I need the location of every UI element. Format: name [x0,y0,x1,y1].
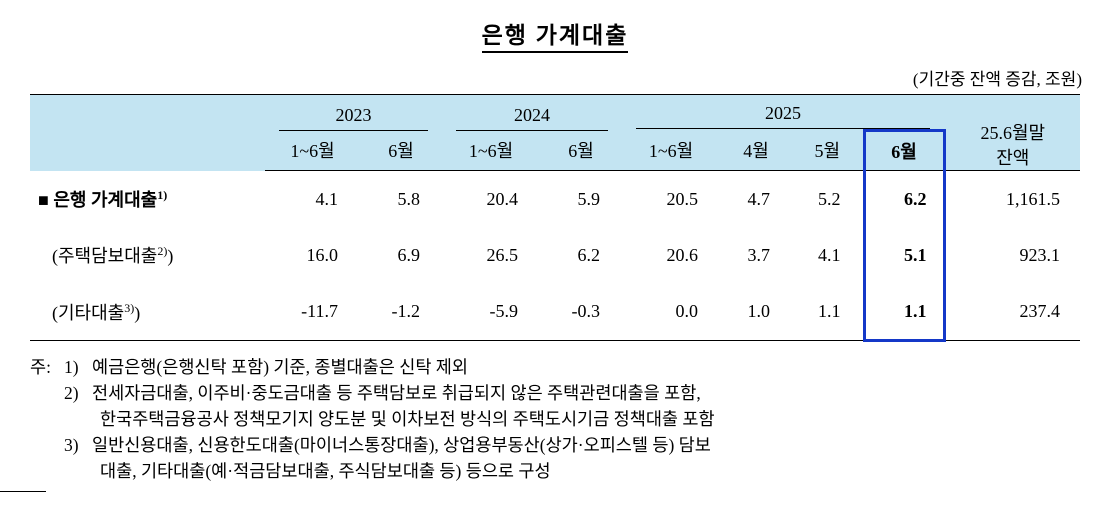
corner-cell [30,94,265,171]
balance-header-line1: 25.6월말 [980,123,1046,144]
month-header: 1~6월 [622,130,720,171]
year-header-2025: 2025 [622,94,944,131]
data-cell: 5.2 [818,188,841,209]
footnote-text-line: 한국주택금융공사 정책모기지 양도분 및 이차보전 방식의 주택도시기금 정책대… [100,409,715,429]
data-cell: 3.7 [747,244,771,265]
footnote-text: 예금은행(은행신탁 포함) 기준, 종별대출은 신탁 제외 [92,357,469,377]
data-cell: 26.5 [486,244,519,265]
row-label: (주택담보대출2)) [30,227,265,283]
data-cell: 20.4 [486,188,519,209]
year-header-2024: 2024 [442,94,622,131]
data-cell: 6.2 [577,244,601,265]
footnote-prefix: 주: [30,357,51,377]
data-cell: 16.0 [306,244,339,265]
data-cell: 0.0 [622,283,720,341]
year-header-2023: 2023 [265,94,442,131]
household-loans-table: 2023 2024 2025 25.6월말 잔액 1~6월 6월 1~6월 6월… [30,94,1080,342]
data-cell: 20.6 [666,244,699,265]
data-cell-highlighted: 5.1 [862,227,946,283]
data-cell: 4.7 [747,188,771,209]
row-label-text: 은행 가계대출 [53,189,158,210]
table-row: (주택담보대출2)) 16.0 6.9 26.5 6.2 20.6 3.7 4.… [30,227,1080,283]
data-cell: 5.9 [577,188,601,209]
footnote-1: 주: 1) 예금은행(은행신탁 포함) 기준, 종별대출은 신탁 제외 [30,354,1090,380]
page-title: 은행 가계대출 [481,16,629,53]
footnote-text: 전세자금대출, 이주비·중도금대출 등 주택담보로 취급되지 않은 주택관련대출… [92,380,1090,432]
balance-header: 25.6월말 잔액 [944,94,1080,171]
balance-cell: 1,161.5 [1006,188,1060,209]
data-cell: -5.9 [442,283,540,341]
footnote-number: 3) [64,435,79,455]
month-header-highlighted: 6월 [862,129,946,171]
row-label-tail: ) [134,302,141,323]
table-row: ■ 은행 가계대출1) 4.1 5.8 20.4 5.9 20.5 4.7 5.… [30,170,1080,228]
data-cell: -1.2 [360,283,442,341]
data-cell: -0.3 [540,283,622,341]
row-bullet: ■ [38,189,54,210]
footnote-number: 1) [64,357,79,377]
footnote-marker: 2) [157,244,168,258]
footnote-3: 3) 일반신용대출, 신용한도대출(마이너스통장대출), 상업용부동산(상가·오… [30,432,1090,484]
balance-cell: 237.4 [944,283,1080,341]
month-header: 1~6월 [442,130,540,171]
footnote-text-line: 일반신용대출, 신용한도대출(마이너스통장대출), 상업용부동산(상가·오피스텔… [92,435,711,455]
table-body: ■ 은행 가계대출1) 4.1 5.8 20.4 5.9 20.5 4.7 5.… [30,170,1080,342]
balance-header-line2: 잔액 [996,147,1030,168]
year-label: 2023 [279,105,428,131]
month-header: 5월 [792,130,864,171]
row-label: (기타대출3)) [30,283,265,341]
row-label: ■ 은행 가계대출1) [30,171,265,228]
data-cell: 4.1 [818,244,841,265]
data-cell: 1.1 [792,283,864,341]
data-cell: 1.0 [720,283,792,341]
data-cell: 6.9 [397,244,421,265]
footnote-marker: 1) [157,187,168,202]
title-wrap: 은행 가계대출 [0,0,1110,53]
data-cell: 20.5 [666,188,699,209]
partial-rule [0,491,46,492]
month-header: 6월 [360,130,442,171]
year-label: 2024 [456,105,608,131]
data-cell: 5.8 [397,188,421,209]
footnote-marker: 3) [124,300,135,315]
table-header: 2023 2024 2025 25.6월말 잔액 1~6월 6월 1~6월 6월… [30,94,1080,171]
month-header: 1~6월 [265,130,360,171]
data-cell-highlighted: 6.2 [862,170,946,227]
footnotes: 주: 1) 예금은행(은행신탁 포함) 기준, 종별대출은 신탁 제외 2) 전… [30,354,1090,484]
year-header-row: 2023 2024 2025 25.6월말 잔액 [30,94,1080,171]
month-header-row: 1~6월 6월 1~6월 6월 1~6월 4월 5월 6월 [30,129,1080,171]
table-row: (기타대출3)) -11.7 -1.2 -5.9 -0.3 0.0 1.0 1.… [30,283,1080,342]
footnote-2: 2) 전세자금대출, 이주비·중도금대출 등 주택담보로 취급되지 않은 주택관… [30,380,1090,432]
footnote-text-line: 전세자금대출, 이주비·중도금대출 등 주택담보로 취급되지 않은 주택관련대출… [92,383,701,403]
month-header: 4월 [720,130,792,171]
data-cell: 4.1 [315,188,339,209]
balance-cell: 923.1 [1019,244,1061,265]
data-cell-highlighted: 1.1 [862,283,946,342]
row-label-tail: ) [167,246,174,266]
unit-note: (기간중 잔액 증감, 조원) [912,70,1082,89]
data-cell: -11.7 [265,283,360,341]
footnote-text-line: 대출, 기타대출(예·적금담보대출, 주식담보대출 등) 등으로 구성 [100,461,551,481]
row-label-text: (주택담보대출 [52,246,158,266]
footnote-text: 일반신용대출, 신용한도대출(마이너스통장대출), 상업용부동산(상가·오피스텔… [92,432,1090,484]
footnote-number: 2) [64,383,79,403]
row-label-text: (기타대출 [52,302,125,323]
year-label: 2025 [636,103,930,129]
month-header: 6월 [540,130,622,171]
